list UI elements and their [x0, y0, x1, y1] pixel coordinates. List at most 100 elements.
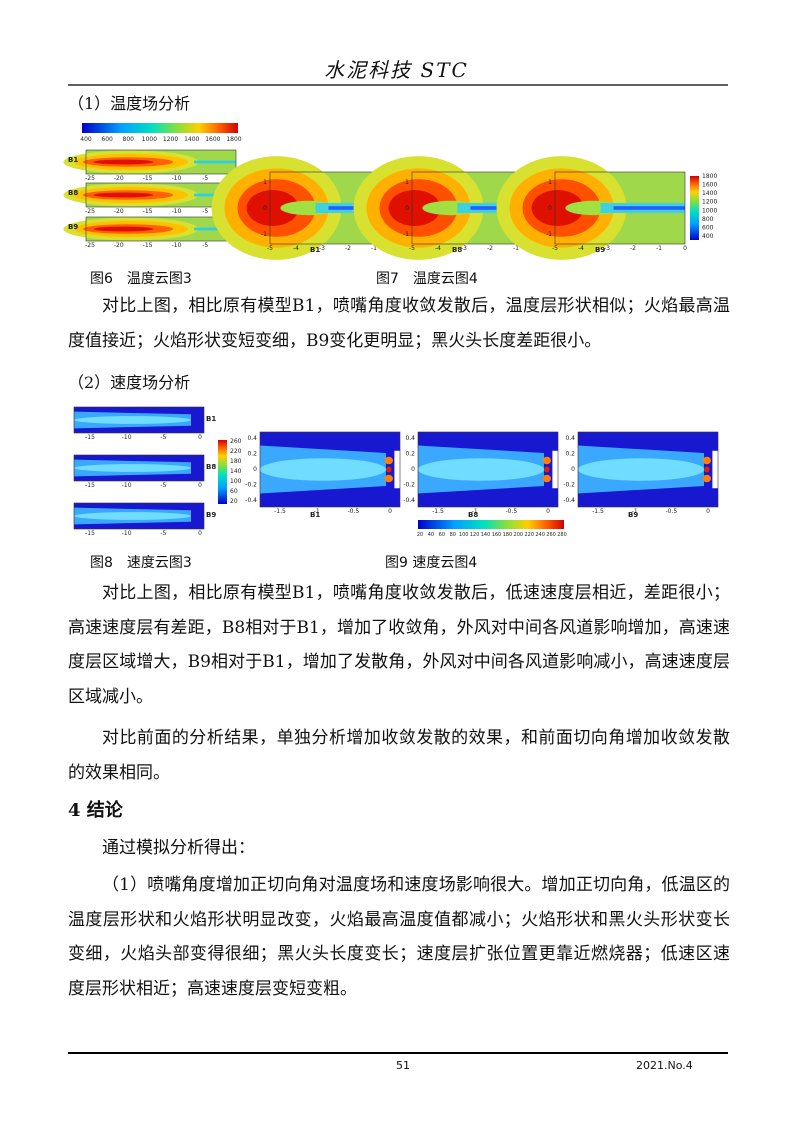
contour [702, 456, 711, 465]
x-tick-label: -5 [552, 245, 558, 252]
x-tick-label: -3 [319, 245, 325, 252]
x-tick-label: 0 [198, 530, 202, 537]
panel-label: B9 [595, 246, 605, 254]
contour [531, 190, 584, 226]
colorbar-label: 400 [80, 136, 92, 143]
x-tick-label: -10 [122, 530, 132, 537]
y-tick-label: -1 [546, 231, 552, 238]
colorbar-label: 20 [230, 498, 238, 505]
colorbar-label: 120 [470, 532, 480, 538]
colorbar-label: 20 [417, 532, 423, 538]
y-tick-label: 0 [253, 466, 257, 473]
x-tick-label: 0 [198, 434, 202, 441]
contour [613, 206, 685, 210]
paragraph: 对比前面的分析结果，单独分析增加收敛发散的效果，和前面切向角增加收敛发散的效果相… [68, 728, 730, 783]
contour [74, 464, 191, 472]
x-tick-label: -15 [143, 208, 153, 215]
plot-frame [259, 431, 401, 508]
panel-label: B9 [628, 511, 638, 519]
x-tick-label: -0.5 [347, 508, 359, 515]
caption: 图6 温度云图3 [90, 271, 192, 287]
panel-label: B9 [68, 223, 78, 231]
paragraph: 对比上图，相比原有模型B1，喷嘴角度收敛发散后，温度层形状相似；火焰最高温度值接… [68, 296, 730, 351]
paragraph: 对比上图，相比原有模型B1，喷嘴角度收敛发散后，低速速度层相近，差距很小；高速速… [68, 583, 730, 707]
colorbar-label: 1000 [702, 207, 717, 214]
x-tick-label: -1 [513, 245, 519, 252]
x-tick-label: -15 [85, 530, 95, 537]
colorbar-label: 260 [546, 532, 556, 538]
plot-frame [85, 149, 237, 175]
contour [74, 512, 191, 520]
y-tick-label: -0.2 [563, 482, 575, 489]
colorbar-label: 240 [535, 532, 545, 538]
contour [544, 466, 550, 473]
colorbar-label: 140 [481, 532, 491, 538]
colorbar-label: 220 [524, 532, 534, 538]
paragraph: （1）喷嘴角度增加正切向角对温度场和速度场影响很大。增加正切向角，低温区的温度层… [68, 875, 730, 999]
x-tick-label: 0 [388, 508, 392, 515]
plot-frame [73, 454, 205, 482]
x-tick-label: -5 [409, 245, 415, 252]
y-tick-label: -0.2 [245, 482, 257, 489]
x-tick-label: -2 [630, 245, 636, 252]
x-tick-label: -15 [143, 175, 153, 182]
y-tick-label: 1 [405, 179, 409, 186]
contour [384, 456, 393, 465]
caption: 图7 温度云图4 [376, 271, 478, 287]
colorbar-label: 1800 [226, 136, 241, 143]
x-tick-label: -20 [114, 175, 124, 182]
y-tick-label: 0 [548, 205, 552, 212]
x-tick-label: -25 [85, 208, 95, 215]
y-tick-label: 1 [548, 179, 552, 186]
contour [418, 458, 544, 481]
colorbar-label: 800 [123, 136, 135, 143]
x-tick-label: -10 [122, 434, 132, 441]
colorbar-label: 280 [557, 532, 567, 538]
colorbar-label: 600 [101, 136, 113, 143]
x-tick-label: -15 [85, 434, 95, 441]
x-tick-label: -20 [114, 208, 124, 215]
colorbar-label: 160 [492, 532, 502, 538]
colorbar-label: 400 [702, 233, 714, 240]
x-tick-label: -5 [160, 482, 166, 489]
x-tick-label: -5 [202, 208, 208, 215]
x-tick-label: -1.5 [432, 508, 444, 515]
page-number: 51 [396, 1059, 410, 1072]
y-tick-label: 0.4 [405, 435, 415, 442]
x-tick-label: -10 [171, 242, 181, 249]
colorbar [418, 520, 564, 529]
x-tick-label: -0.5 [665, 508, 677, 515]
panel-label: B1 [310, 511, 320, 519]
colorbar-label: 1800 [702, 173, 717, 180]
y-tick-label: 0.4 [565, 435, 575, 442]
y-tick-label: -0.4 [563, 497, 575, 504]
contour [93, 192, 154, 198]
y-tick-label: -1 [261, 231, 267, 238]
colorbar-label: 80 [450, 532, 456, 538]
contour [578, 458, 704, 481]
y-tick-label: -0.4 [245, 497, 257, 504]
x-tick-label: -10 [171, 175, 181, 182]
colorbar-label: 1200 [702, 199, 717, 206]
colorbar-label: 40 [428, 532, 434, 538]
colorbar [690, 176, 699, 240]
plot-frame [554, 171, 686, 245]
y-tick-label: 0.2 [565, 451, 575, 458]
x-tick-label: 0 [198, 482, 202, 489]
contour [246, 190, 299, 226]
x-tick-label: -5 [202, 242, 208, 249]
colorbar-label: 260 [230, 438, 242, 445]
issue: 2021.No.4 [636, 1059, 693, 1072]
colorbar-label: 100 [459, 532, 469, 538]
colorbar-label: 180 [230, 458, 242, 465]
y-tick-label: 0 [571, 466, 575, 473]
panel-label: B8 [468, 511, 478, 519]
contour [702, 474, 711, 483]
x-tick-label: -20 [114, 242, 124, 249]
colorbar-label: 200 [514, 532, 524, 538]
y-tick-label: 0 [411, 466, 415, 473]
colorbar-label: 1400 [184, 136, 199, 143]
x-tick-label: -5 [160, 434, 166, 441]
contour [93, 159, 154, 165]
